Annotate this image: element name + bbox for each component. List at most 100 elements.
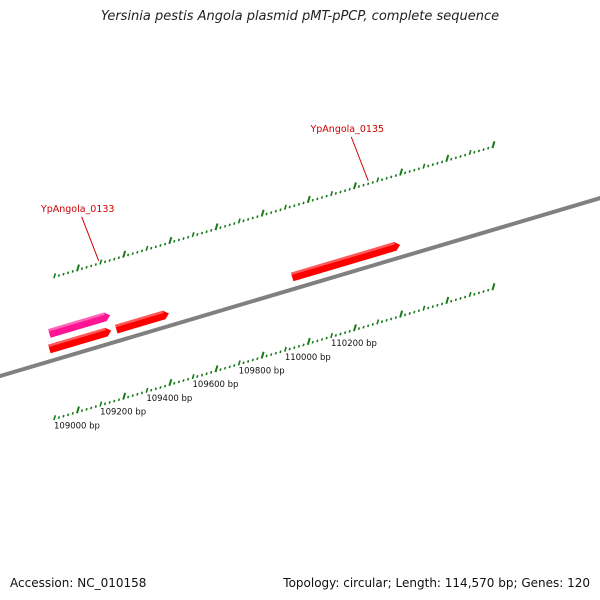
inner-tick-mark [348,329,351,333]
gene-arrow [48,327,112,354]
outer-tick-mark [436,161,439,165]
outer-tick-mark [237,218,241,224]
outer-tick-mark [380,178,384,182]
inner-tick-mark [334,333,337,337]
outer-tick-mark [242,219,245,223]
outer-tick-mark [80,267,84,271]
accession-label: Accession: NC_010158 [10,576,147,590]
inner-tick-mark [330,332,334,339]
inner-tick-mark [260,351,265,359]
outer-tick-mark [205,230,208,234]
outer-tick-mark [154,245,157,249]
outer-tick-mark [427,164,430,168]
outer-tick-mark [459,155,462,158]
inner-tick-mark [205,372,208,376]
inner-tick-mark [367,324,370,328]
outer-tick-mark [390,175,393,179]
outer-tick-mark [182,237,185,240]
outer-tick-mark [343,189,347,193]
outer-tick-mark [274,209,277,213]
inner-tick-mark [316,339,319,343]
inner-tick-mark [459,297,462,300]
inner-tick-mark [108,401,111,404]
inner-tick-mark [380,320,384,324]
inner-tick-mark [154,387,157,391]
outer-tick-mark [187,235,190,239]
outer-tick-mark [136,250,139,254]
outer-tick-mark [399,168,404,176]
outer-tick-mark [417,167,421,171]
outer-tick-mark [210,228,213,232]
plasmid-backbone [0,196,600,379]
outer-tick-mark [76,264,80,272]
outer-tick-mark [223,224,227,228]
inner-tick-mark [283,346,287,352]
inner-tick-mark [440,302,444,306]
outer-tick-mark [85,265,88,269]
outer-tick-mark [145,245,149,251]
inner-tick-mark [182,379,185,382]
inner-tick-mark [306,337,311,346]
outer-tick-mark [353,182,357,190]
outer-tick-mark [297,202,301,206]
outer-tick-mark [94,263,97,267]
inner-tick-mark [413,310,416,314]
outer-tick-mark [177,238,181,242]
outer-tick-mark [251,216,254,220]
inner-tick-mark [274,351,277,355]
outer-tick-mark [325,194,328,198]
outer-tick-mark [482,148,485,152]
outer-tick-mark [357,185,361,188]
inner-tick-mark [53,415,57,421]
inner-tick-mark [210,370,213,374]
outer-tick-mark [127,253,130,257]
inner-tick-mark [159,385,162,389]
inner-tick-mark [163,384,167,388]
gene-label-leader [81,216,100,262]
outer-tick-mark [99,259,103,265]
outer-tick-mark [450,157,453,161]
inner-tick-mark [187,377,190,381]
outer-tick-mark [117,256,121,260]
gene-arrow [48,312,111,338]
ruler-label: 109600 bp [193,380,239,390]
ruler-label: 109800 bp [239,366,285,376]
outer-tick-mark [371,181,374,184]
inner-tick-mark [302,343,305,347]
inner-tick-mark [482,290,485,294]
ruler-label: 110200 bp [331,339,377,349]
inner-tick-mark [191,374,195,380]
gene-label: YpAngola_0135 [309,124,384,135]
outer-tick-mark [67,271,70,275]
inner-tick-mark [357,327,361,330]
outer-tick-mark [293,204,296,208]
inner-tick-mark [122,392,127,400]
inner-tick-mark [454,298,457,302]
inner-tick-mark [62,414,65,418]
inner-tick-mark [450,299,453,303]
outer-tick-mark [445,154,450,163]
outer-tick-mark [270,211,273,214]
inner-tick-mark [436,303,439,307]
inner-tick-mark [390,317,393,321]
outer-tick-mark [302,201,305,205]
outer-tick-mark [487,146,490,150]
outer-tick-mark [477,149,481,153]
outer-tick-mark [219,226,222,230]
outer-tick-mark [108,259,111,262]
ruler-label: 110000 bp [285,353,331,363]
outer-tick-mark [394,174,397,178]
inner-tick-mark [463,295,467,299]
outer-tick-mark [159,243,162,247]
inner-tick-mark [168,378,173,387]
inner-tick-mark [293,346,296,350]
outer-tick-mark [413,168,416,172]
outer-tick-mark [306,195,311,204]
outer-tick-mark [279,208,282,212]
inner-tick-mark [196,375,199,378]
outer-tick-mark [422,163,426,169]
inner-tick-mark [288,347,291,351]
inner-tick-mark [353,324,357,332]
inner-tick-mark [127,395,130,399]
